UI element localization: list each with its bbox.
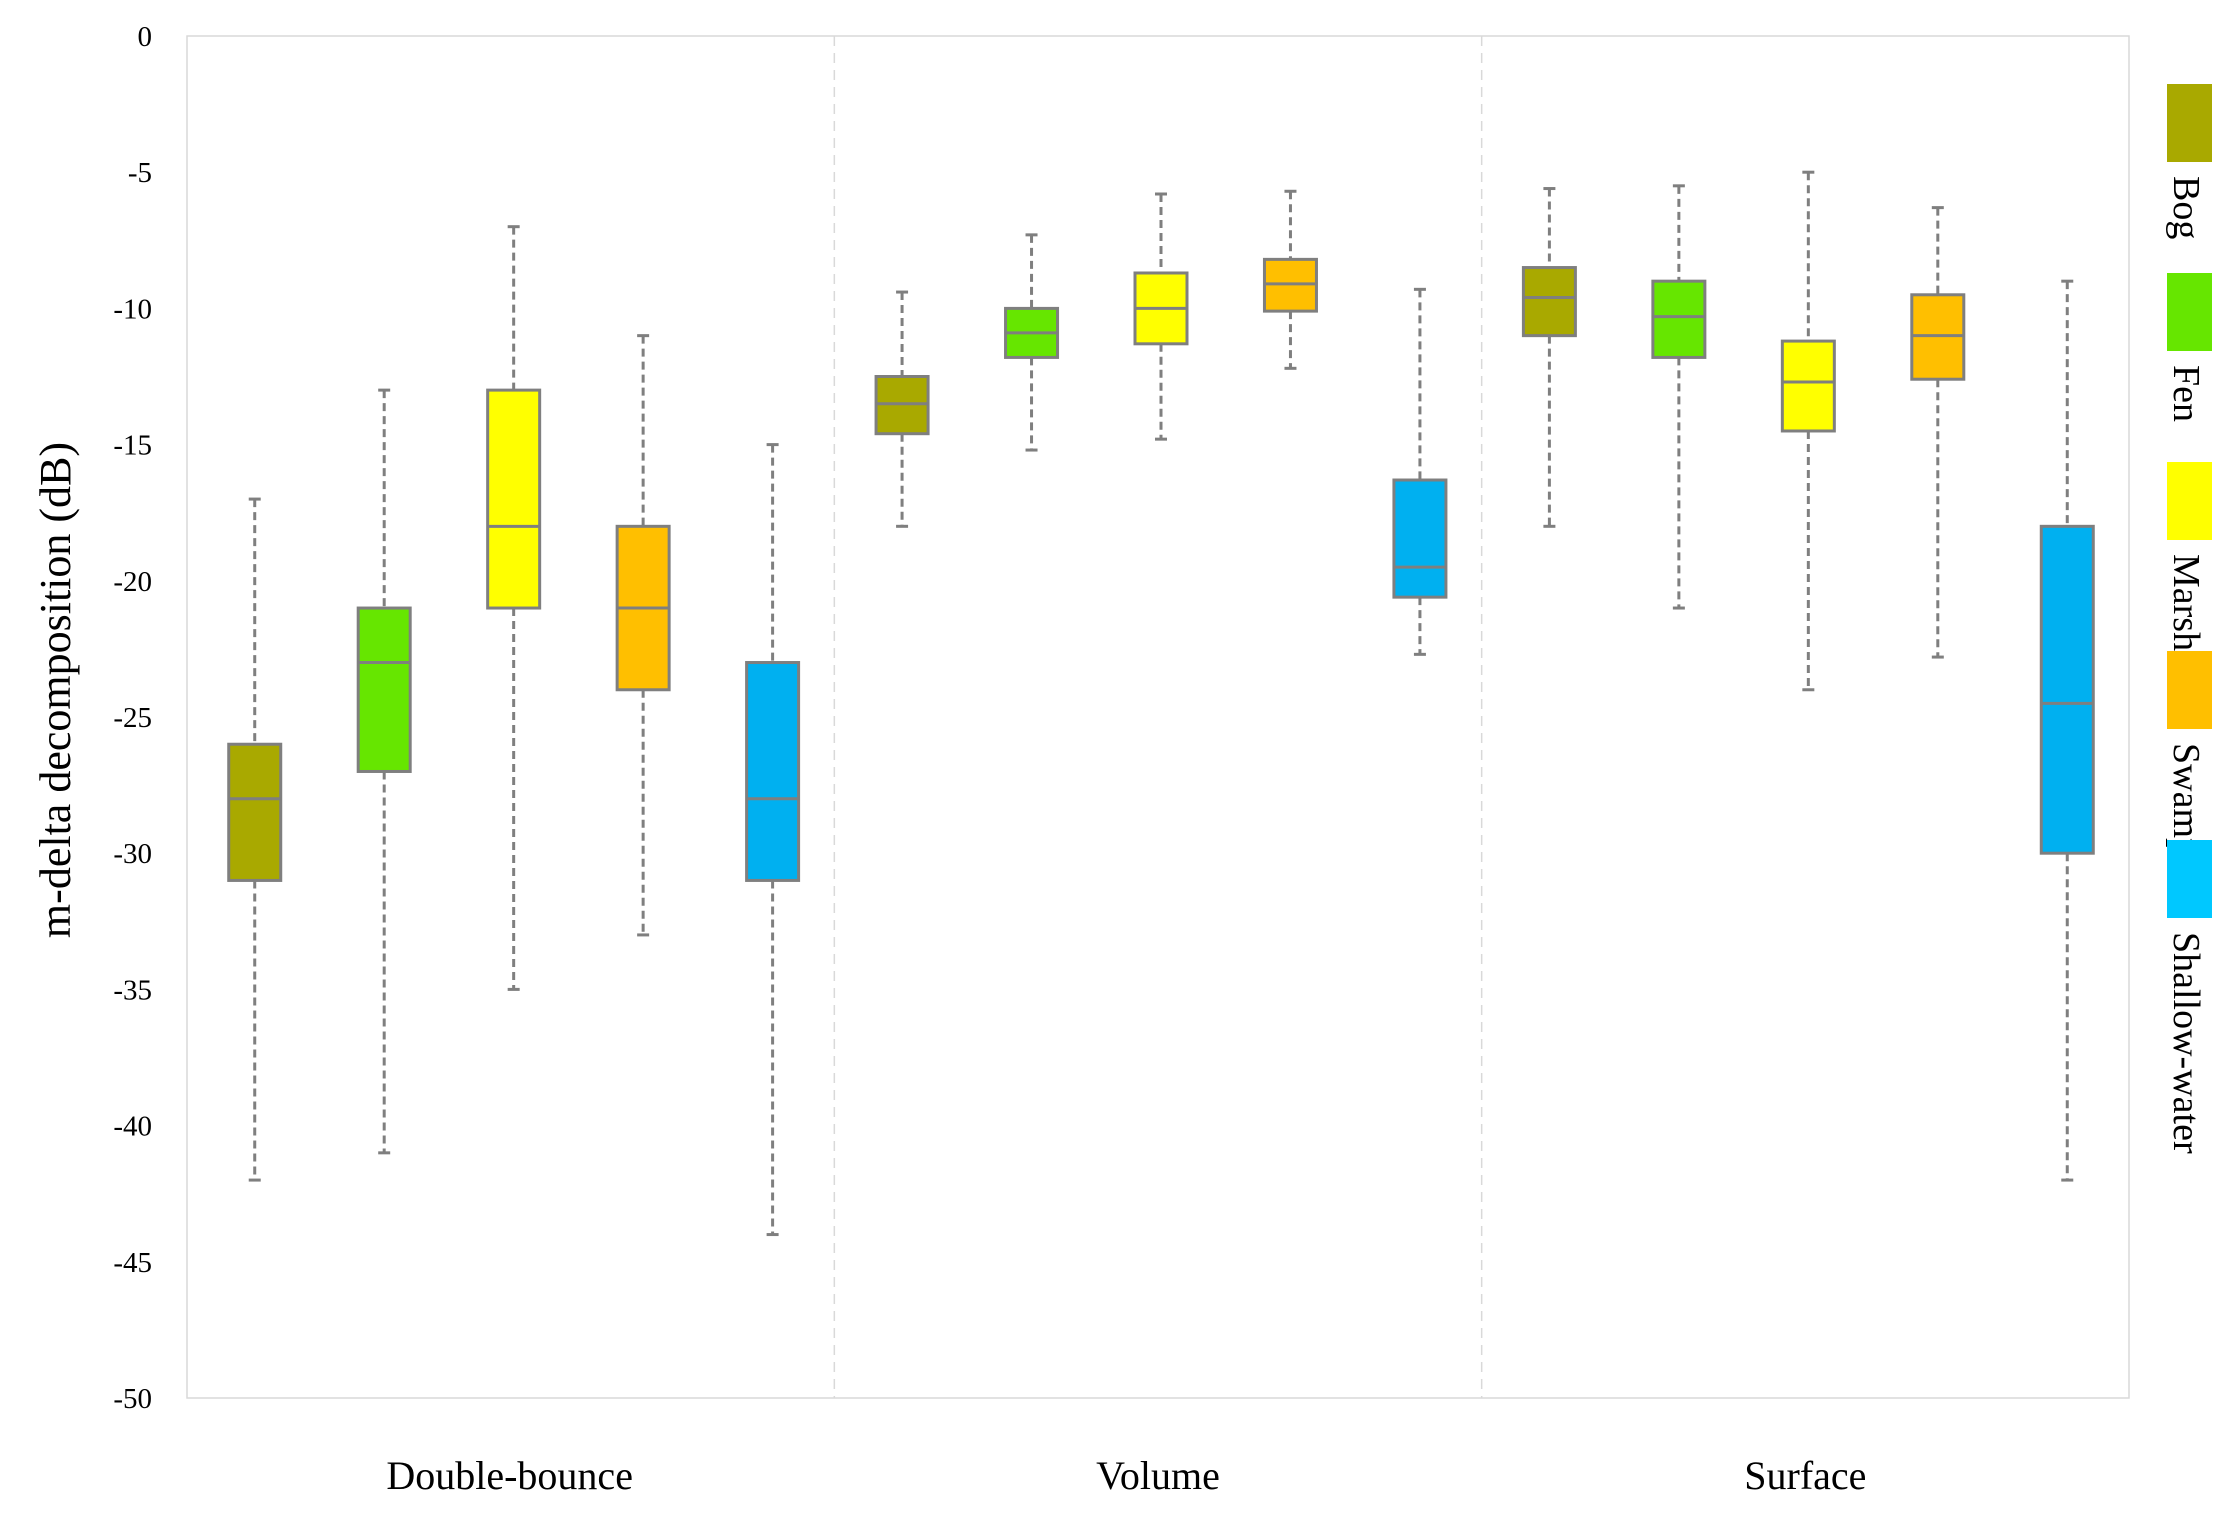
y-tick-label: -45 — [113, 1247, 152, 1279]
box-fen-surface — [1651, 184, 1707, 610]
y-tick-label: -35 — [113, 974, 152, 1006]
y-tick-label: -50 — [113, 1383, 152, 1415]
iqr-box — [745, 661, 801, 882]
legend-label: Marsh — [2165, 554, 2207, 651]
y-tick-label: -25 — [113, 702, 152, 734]
iqr-box — [356, 606, 412, 773]
box-shallow-water-surface — [2039, 279, 2095, 1182]
y-tick-label: -40 — [113, 1111, 152, 1143]
legend-label: Bog — [2165, 176, 2207, 239]
y-axis-ticks: 0 -5 -10 -15 -20 -25 -30 -35 -40 -45 -50 — [113, 21, 152, 1415]
box-marsh-volume — [1133, 192, 1189, 441]
y-tick-label: -20 — [113, 566, 152, 598]
legend-label: Shallow-water — [2165, 932, 2207, 1154]
box-bog-volume — [874, 290, 930, 528]
box-shallow-water-double-bounce — [745, 443, 801, 1237]
box-fen-double-bounce — [356, 388, 412, 1155]
legend-swatch — [2167, 840, 2212, 918]
legend-label: Swamp — [2165, 743, 2207, 857]
iqr-box — [2039, 524, 2095, 855]
box-fen-volume — [1004, 233, 1060, 452]
iqr-box — [227, 742, 283, 882]
x-group-label: Surface — [1744, 1453, 1866, 1498]
y-tick-label: -30 — [113, 838, 152, 870]
y-tick-label: -10 — [113, 293, 152, 325]
box-swamp-surface — [1910, 206, 1966, 659]
box-swamp-volume — [1262, 189, 1318, 370]
y-tick-label: -15 — [113, 430, 152, 462]
legend-swatch — [2167, 651, 2212, 729]
legend-swatch — [2167, 84, 2212, 162]
box-marsh-surface — [1780, 170, 1836, 692]
x-group-label: Volume — [1096, 1453, 1220, 1498]
iqr-box — [486, 388, 542, 610]
box-marsh-double-bounce — [486, 225, 542, 991]
y-tick-label: 0 — [138, 21, 153, 53]
iqr-box — [1392, 478, 1448, 599]
iqr-box — [1651, 279, 1707, 359]
x-axis-group-labels: Double-bounce Volume Surface — [386, 1453, 1866, 1498]
x-group-label: Double-bounce — [386, 1453, 633, 1498]
box-bog-double-bounce — [227, 497, 283, 1182]
plot-area — [186, 35, 2130, 1399]
legend-swatch — [2167, 462, 2212, 540]
y-axis-title: m-delta decomposition (dB) — [31, 442, 80, 938]
boxes-layer — [227, 170, 2095, 1237]
legend-swatch — [2167, 273, 2212, 351]
box-bog-surface — [1521, 187, 1577, 528]
box-swamp-double-bounce — [615, 334, 671, 937]
iqr-box — [1521, 266, 1577, 338]
legend-label: Fen — [2165, 365, 2207, 422]
legend: Bog Fen Marsh Swamp Shallow-water — [2165, 84, 2212, 1154]
y-tick-label: -5 — [128, 157, 152, 189]
group-separators — [833, 36, 1483, 1398]
box-shallow-water-volume — [1392, 287, 1448, 656]
iqr-box — [1780, 339, 1836, 433]
